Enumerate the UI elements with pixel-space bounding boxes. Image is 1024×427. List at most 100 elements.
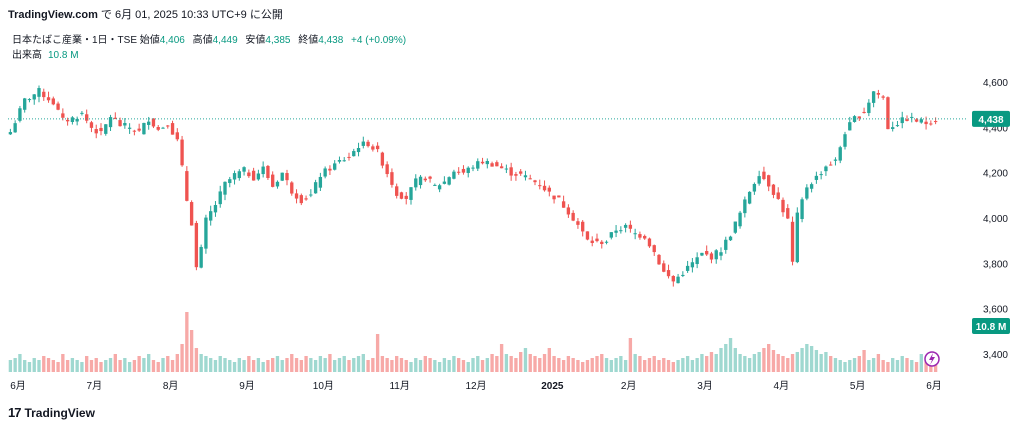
volume-bar <box>170 360 175 372</box>
candle-body <box>671 275 675 282</box>
candle-body <box>581 221 585 232</box>
volume-bar <box>418 360 423 372</box>
symbol-label[interactable]: 日本たばこ産業・1日・TSE <box>12 35 138 46</box>
candle-body <box>247 172 251 177</box>
candle-body <box>304 198 308 200</box>
volume-bar <box>242 360 246 372</box>
volume-bar <box>132 360 137 372</box>
volume-bar <box>414 358 418 372</box>
candle-body <box>662 263 666 272</box>
volume-bar <box>733 348 737 372</box>
candle-body <box>795 212 799 263</box>
candle-body <box>814 175 819 180</box>
volume-bar <box>247 356 251 372</box>
candle-body <box>905 119 909 121</box>
volume-bar <box>852 358 857 372</box>
volume-bar <box>390 360 394 372</box>
volume-bar <box>719 348 723 372</box>
volume-bar <box>514 358 518 372</box>
candle-body <box>843 134 847 147</box>
candle-body <box>366 141 370 147</box>
price-tick-label: 3,400 <box>983 350 1008 361</box>
time-tick-label: 4月 <box>774 380 790 392</box>
volume-bar <box>156 362 160 372</box>
candle-body <box>743 199 747 214</box>
volume-bar <box>352 358 356 372</box>
candle-body <box>685 265 690 271</box>
time-tick-label: 3月 <box>697 380 713 392</box>
volume-bar <box>867 360 871 372</box>
candle-body <box>457 171 461 173</box>
last-price-tag: 4,438 <box>972 110 1010 127</box>
candle-body <box>42 91 46 98</box>
close-value: 4,438 <box>318 35 344 46</box>
volume-bar <box>51 360 55 372</box>
candle-body <box>8 132 13 135</box>
volume-bar <box>881 360 885 372</box>
time-axis[interactable]: 6月 7月 8月 9月 10月 11月 12月 2025 2月 3月 4月 5月 6月 <box>10 380 942 392</box>
volume-bar <box>375 334 380 372</box>
volume-bar <box>75 360 79 372</box>
volume-bar <box>905 358 909 372</box>
lightning-icon[interactable] <box>924 351 940 367</box>
volume-bar <box>900 356 904 372</box>
candle-body <box>433 184 437 186</box>
candle-body <box>886 97 890 130</box>
volume-bar <box>738 354 742 372</box>
volume-bar <box>18 354 22 372</box>
volume-bar <box>614 358 618 372</box>
volume-bar <box>294 358 299 372</box>
candle-body <box>490 163 494 167</box>
volume-bar <box>261 362 265 372</box>
volume-bar <box>747 358 752 372</box>
candle-body <box>347 156 351 158</box>
candle-body <box>132 130 137 132</box>
low-value: 4,385 <box>265 35 291 46</box>
candle-body <box>161 127 165 129</box>
volume-bar <box>56 362 60 372</box>
volume-bar <box>657 360 661 372</box>
candle-body <box>566 207 571 215</box>
candle-body <box>185 171 189 201</box>
candle-body <box>871 91 876 103</box>
candle-body <box>423 178 427 181</box>
candle-body <box>375 145 380 150</box>
volume-bar <box>290 354 294 372</box>
candle-body <box>709 253 714 260</box>
volume-bar <box>552 356 556 372</box>
candles <box>8 85 938 287</box>
volume-bar <box>724 344 728 372</box>
candle-body <box>56 103 60 110</box>
volume-bar <box>385 358 389 372</box>
volume-bar <box>209 358 213 372</box>
volume-bar <box>571 358 575 372</box>
candle-body <box>266 165 270 178</box>
candle-body <box>309 194 313 196</box>
volume-bar <box>519 352 523 372</box>
candle-body <box>528 178 532 180</box>
volume-bar <box>299 360 303 372</box>
price-axis[interactable]: 4,600 4,400 4,200 4,000 3,800 3,600 3,400 <box>983 78 1008 361</box>
candle-body <box>299 195 303 204</box>
volume-bar <box>271 358 275 372</box>
volume-bar <box>223 358 227 372</box>
volume-bar <box>304 356 308 372</box>
volume-bar <box>876 354 881 372</box>
volume-bar <box>175 354 179 372</box>
candle-body <box>251 170 256 181</box>
footer-brand[interactable]: 17 TradingView <box>8 405 95 420</box>
volume-bar <box>891 358 895 372</box>
candle-body <box>194 222 199 268</box>
volume-bar <box>37 360 41 372</box>
candle-body <box>333 163 337 170</box>
volume-bar <box>633 354 637 372</box>
volume-bar <box>638 356 642 372</box>
volume-bar <box>857 356 861 372</box>
candle-body <box>509 167 513 176</box>
volume-bar <box>218 356 222 372</box>
volume-bar <box>409 362 413 372</box>
candle-body <box>747 191 752 204</box>
volume-bar <box>461 360 466 372</box>
candle-body <box>99 127 103 132</box>
